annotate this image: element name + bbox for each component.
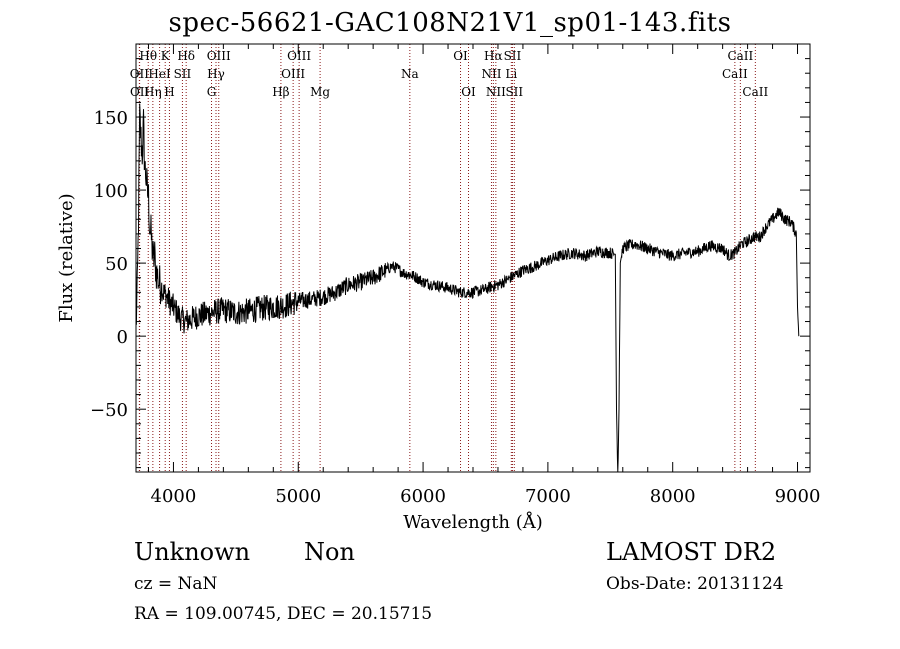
line-marker-label: Mg (310, 85, 330, 99)
line-marker-label: OIII (287, 49, 311, 63)
y-axis-label: Flux (relative) (56, 193, 77, 322)
x-tick-label: 5000 (275, 486, 321, 507)
plot-frame (135, 43, 811, 473)
line-marker-label: OI (461, 85, 476, 99)
line-marker-label: CaII (742, 85, 768, 99)
y-tick-label: 0 (117, 327, 128, 348)
x-tick-label: 4000 (151, 486, 197, 507)
line-marker-label: SII (174, 67, 192, 81)
y-tick-label: 150 (94, 108, 128, 129)
line-marker-label: Hδ (177, 49, 195, 63)
line-marker-label: Hθ (139, 49, 157, 63)
x-axis-ticks: 4000 5000 6000 7000 8000 9000 (147, 44, 821, 507)
line-markers: OIIOIIHθHηHeIKHSIIHδGHγOIIIHβOIIIOIIIMgN… (130, 44, 768, 472)
line-marker-label: H (164, 85, 174, 99)
line-marker-label: Hβ (272, 85, 289, 99)
line-marker-label: Li (505, 67, 517, 81)
ra-dec-coordinates: RA = 109.00745, DEC = 20.15715 (134, 604, 433, 624)
line-marker-label: SII (504, 49, 522, 63)
line-marker-label: Hγ (207, 67, 225, 81)
observation-date: Obs-Date: 20131124 (606, 574, 784, 594)
redshift-cz: cz = NaN (134, 574, 218, 594)
line-marker-label: OIII (281, 67, 305, 81)
line-marker-label: CaII (727, 49, 753, 63)
x-tick-label: 8000 (650, 486, 696, 507)
line-marker-label: HeI (148, 67, 171, 81)
line-marker-label: OI (453, 49, 468, 63)
chart-title: spec-56621-GAC108N21V1_sp01-143.fits (168, 8, 732, 38)
y-tick-label: −50 (90, 400, 128, 421)
spectrum-line (135, 103, 800, 473)
line-marker-label: Na (401, 67, 419, 81)
x-tick-label: 6000 (400, 486, 446, 507)
survey-name: LAMOST DR2 (606, 538, 777, 566)
y-tick-label: 100 (94, 181, 128, 202)
line-marker-label: G (207, 85, 217, 99)
y-tick-label: 50 (105, 254, 128, 275)
x-tick-label: 7000 (525, 486, 571, 507)
line-marker-label: NII (486, 85, 506, 99)
line-marker-label: CaII (722, 67, 748, 81)
line-marker-label: K (161, 49, 171, 63)
line-marker-label: Hα (484, 49, 503, 63)
line-marker-label: OII (130, 85, 150, 99)
x-axis-label: Wavelength (Å) (403, 511, 543, 533)
line-marker-label: SII (505, 85, 523, 99)
line-marker-label: OIII (207, 49, 231, 63)
x-tick-label: 9000 (775, 486, 821, 507)
line-marker-label: NII (481, 67, 501, 81)
object-subclass: Non (304, 538, 355, 566)
object-class: Unknown (134, 538, 251, 566)
line-marker-label: Hη (144, 85, 162, 99)
y-axis-ticks: −50 0 50 100 150 (90, 58, 810, 469)
